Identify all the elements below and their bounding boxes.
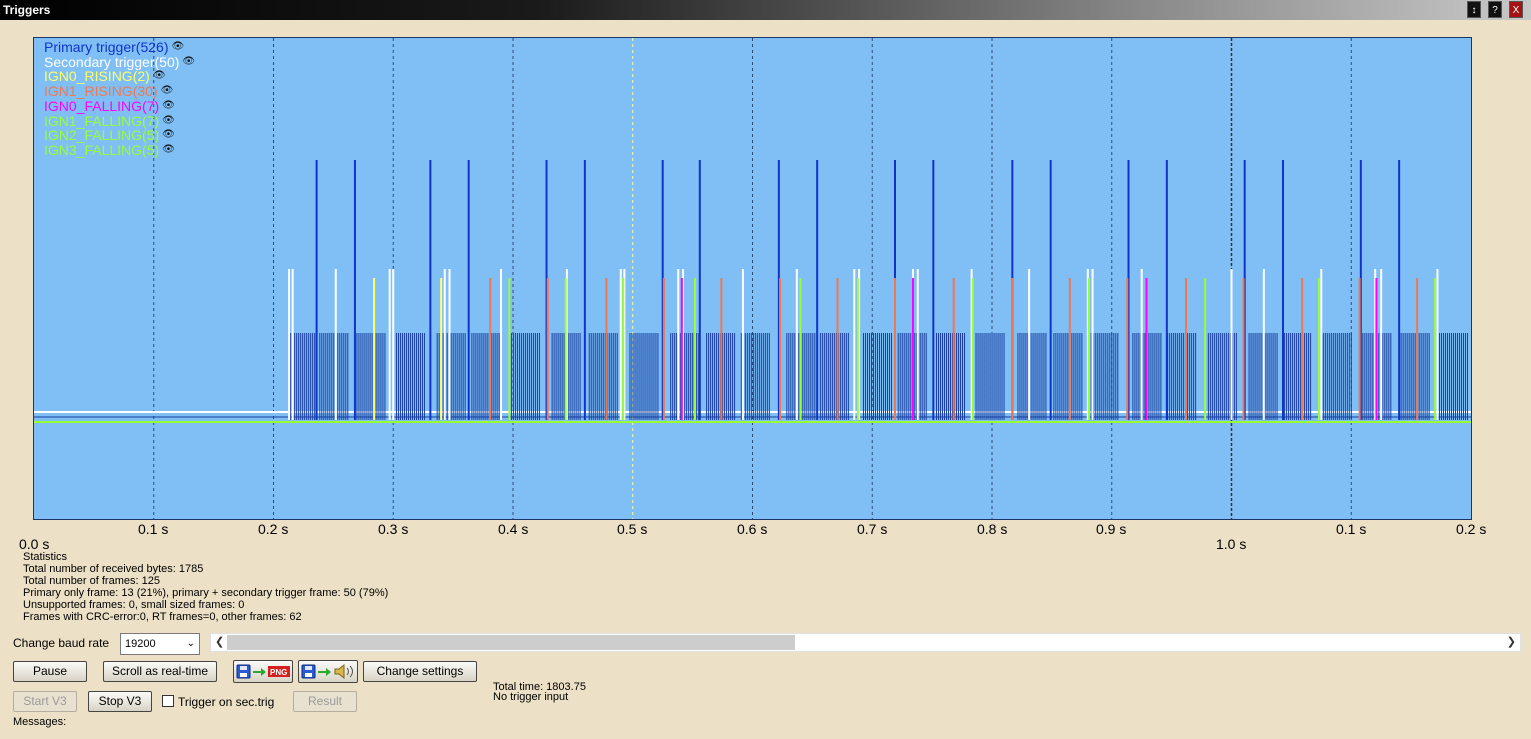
legend-ign2-falling[interactable]: IGN2_FALLING(5) 👁 bbox=[44, 127, 175, 144]
save-png-button[interactable]: PNG bbox=[233, 660, 293, 683]
resize-button[interactable]: ↕ bbox=[1467, 1, 1481, 18]
trigger-plot[interactable] bbox=[34, 38, 1471, 519]
title-bar: Triggers ↕ ? X bbox=[0, 0, 1531, 20]
eye-icon[interactable]: 👁 bbox=[162, 99, 175, 111]
legend-ign0-rising[interactable]: IGN0_RISING(2) 👁 bbox=[44, 68, 166, 85]
eye-icon[interactable]: 👁 bbox=[152, 70, 166, 82]
x-tick-label: 1.0 s bbox=[1216, 536, 1247, 552]
scrollbar-thumb[interactable] bbox=[227, 635, 795, 650]
legend-secondary-trigger[interactable]: Secondary trigger(50) 👁 bbox=[44, 53, 196, 70]
start-v3-button[interactable]: Start V3 bbox=[13, 691, 77, 712]
baud-rate-label: Change baud rate bbox=[13, 636, 110, 650]
chevron-down-icon: ⌄ bbox=[186, 638, 195, 649]
scroll-right-arrow[interactable]: ❯ bbox=[1506, 636, 1516, 648]
x-tick-label: 0.6 s bbox=[737, 521, 768, 537]
baud-rate-select[interactable]: 19200 ⌄ bbox=[120, 633, 200, 655]
eye-icon[interactable]: 👁 bbox=[182, 55, 196, 67]
trigger-on-sec-label[interactable]: Trigger on sec.trig bbox=[178, 695, 275, 709]
x-tick-label: 0.2 s bbox=[1456, 521, 1487, 537]
x-tick-label: 0.7 s bbox=[857, 521, 888, 537]
x-tick-label: 0.5 s bbox=[617, 521, 648, 537]
x-tick-label: 0.1 s bbox=[138, 521, 169, 537]
stats-line: Total number of frames: 125 bbox=[23, 575, 160, 587]
eye-icon[interactable]: 👁 bbox=[162, 114, 175, 126]
eye-icon[interactable]: 👁 bbox=[162, 143, 175, 155]
plot-frame bbox=[33, 37, 1472, 520]
trigger-input-status: No trigger input bbox=[493, 691, 569, 703]
stats-line: Total number of received bytes: 1785 bbox=[23, 563, 204, 575]
close-button[interactable]: X bbox=[1509, 1, 1523, 18]
x-tick-label: 0.4 s bbox=[498, 521, 529, 537]
stats-line: Unsupported frames: 0, small sized frame… bbox=[23, 599, 245, 611]
trigger-on-sec-checkbox[interactable] bbox=[162, 695, 174, 707]
legend-ign1-rising[interactable]: IGN1_RISING(30) 👁 bbox=[44, 83, 174, 100]
stop-v3-button[interactable]: Stop V3 bbox=[88, 691, 152, 712]
legend-ign0-falling[interactable]: IGN0_FALLING(7) 👁 bbox=[44, 97, 175, 114]
pause-button[interactable]: Pause bbox=[13, 661, 87, 682]
result-button[interactable]: Result bbox=[293, 691, 357, 712]
eye-icon[interactable]: 👁 bbox=[162, 129, 175, 141]
scroll-realtime-button[interactable]: Scroll as real-time bbox=[103, 661, 217, 682]
total-time: Total time: 1803.75 bbox=[493, 681, 586, 693]
x-tick-label: 0.9 s bbox=[1096, 521, 1127, 537]
legend: Primary trigger(526) 👁 Secondary trigger(… bbox=[44, 40, 195, 158]
svg-text:PNG: PNG bbox=[270, 668, 287, 677]
stats-line: Primary only frame: 13 (21%), primary + … bbox=[23, 587, 389, 599]
horizontal-scrollbar[interactable]: ❮ ❯ bbox=[210, 633, 1521, 652]
eye-icon[interactable]: 👁 bbox=[171, 41, 185, 52]
legend-primary-trigger[interactable]: Primary trigger(526) 👁 bbox=[44, 39, 185, 55]
save-png-icon: PNG bbox=[236, 664, 290, 679]
x-tick-label: 0.1 s bbox=[1336, 521, 1367, 537]
legend-ign1-falling[interactable]: IGN1_FALLING(7) 👁 bbox=[44, 112, 175, 129]
save-sound-button[interactable] bbox=[298, 660, 358, 683]
stats-line: Frames with CRC-error:0, RT frames=0, ot… bbox=[23, 611, 302, 623]
baud-rate-value: 19200 bbox=[125, 638, 156, 650]
window-title: Triggers bbox=[3, 3, 51, 17]
change-settings-button[interactable]: Change settings bbox=[363, 661, 477, 682]
eye-icon[interactable]: 👁 bbox=[160, 85, 174, 97]
stats-heading: Statistics bbox=[23, 551, 68, 563]
scroll-left-arrow[interactable]: ❮ bbox=[215, 636, 225, 648]
legend-ign3-falling[interactable]: IGN3_FALLING(5) 👁 bbox=[44, 141, 175, 158]
save-sound-icon bbox=[301, 663, 353, 680]
messages-label: Messages: bbox=[13, 716, 67, 728]
x-tick-label: 0.0 s bbox=[19, 536, 50, 552]
x-tick-label: 0.2 s bbox=[258, 521, 289, 537]
x-tick-label: 0.3 s bbox=[378, 521, 409, 537]
help-button[interactable]: ? bbox=[1488, 1, 1502, 18]
x-tick-label: 0.8 s bbox=[977, 521, 1008, 537]
